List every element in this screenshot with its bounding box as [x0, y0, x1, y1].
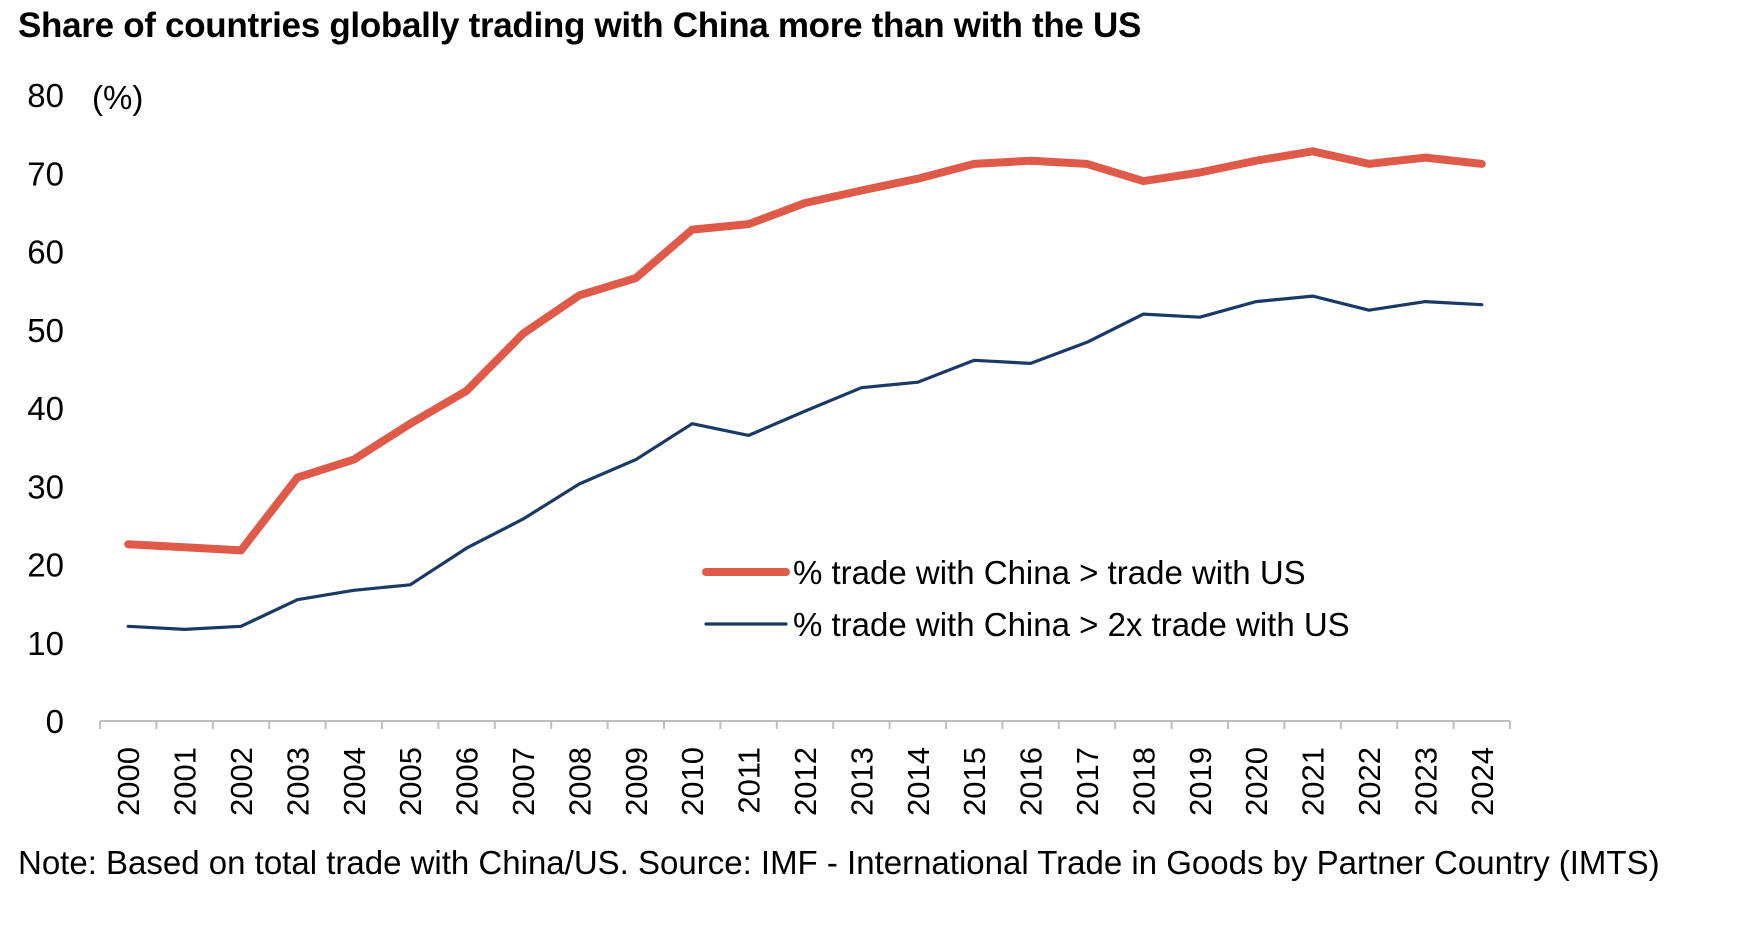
x-tick-label: 2002 — [224, 747, 259, 816]
y-axis: 0 10 20 30 40 50 60 70 80 (%) — [27, 77, 143, 740]
y-tick-label: 60 — [27, 234, 64, 271]
y-tick-label: 40 — [27, 390, 64, 427]
legend-label-1: % trade with China > trade with US — [793, 554, 1306, 591]
x-tick-label: 2019 — [1183, 747, 1218, 816]
x-tick-label: 2024 — [1465, 747, 1500, 816]
x-tick-label: 2022 — [1352, 747, 1387, 816]
y-tick-label: 70 — [27, 155, 64, 192]
y-tick-label: 30 — [27, 468, 64, 505]
legend: % trade with China > trade with US % trad… — [702, 554, 1350, 643]
x-tick-label: 2018 — [1126, 747, 1161, 816]
x-tick-label: 2015 — [957, 747, 992, 816]
x-tick-label: 2021 — [1296, 747, 1331, 816]
x-tick-label: 2010 — [675, 747, 710, 816]
legend-label-2: % trade with China > 2x trade with US — [793, 606, 1350, 643]
x-tick-label: 2016 — [1014, 747, 1049, 816]
y-tick-label: 20 — [27, 547, 64, 584]
x-tick-label: 2005 — [393, 747, 428, 816]
source-note: Note: Based on total trade with China/US… — [18, 844, 1660, 881]
x-tick-label: 2013 — [844, 747, 879, 816]
y-tick-label: 80 — [27, 77, 64, 114]
x-tick-label: 2023 — [1408, 747, 1443, 816]
x-tick-label: 2000 — [111, 747, 146, 816]
y-tick-label: 50 — [27, 312, 64, 349]
x-tick-label: 2006 — [450, 747, 485, 816]
series-layer — [124, 147, 1486, 632]
y-tick-label: 0 — [46, 703, 64, 740]
y-unit-label: (%) — [92, 79, 143, 116]
x-tick-label: 2001 — [168, 747, 203, 816]
x-tick-label: 2008 — [562, 747, 597, 816]
y-tick-label: 10 — [27, 625, 64, 662]
x-tick-label: 2017 — [1070, 747, 1105, 816]
x-axis: 2000 2001 2002 2003 2004 2005 2006 2007 2008 2009… — [99, 720, 1511, 816]
series-line-1 — [124, 147, 1486, 555]
x-tick-label: 2003 — [280, 747, 315, 816]
x-tick-label: 2012 — [788, 747, 823, 816]
x-tick-label: 2014 — [901, 747, 936, 816]
x-tick-label: 2004 — [337, 747, 372, 816]
x-tick-label: 2009 — [619, 747, 654, 816]
x-tick-label: 2011 — [732, 747, 767, 814]
series-line-2 — [126, 294, 1484, 632]
x-tick-label: 2020 — [1239, 747, 1274, 816]
chart-title: Share of countries globally trading with… — [18, 6, 1142, 45]
x-tick-label: 2007 — [506, 747, 541, 816]
